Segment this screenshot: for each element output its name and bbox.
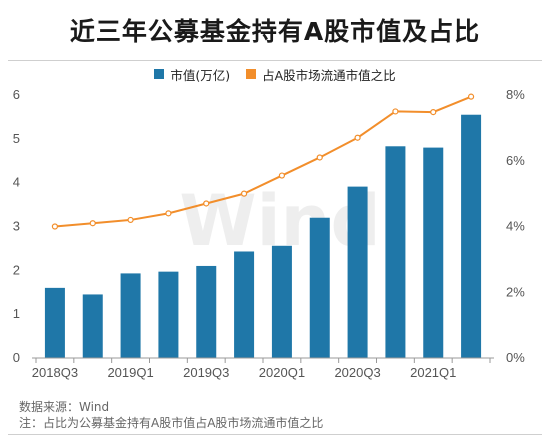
y-left-tick-label: 6: [13, 87, 20, 102]
line-point: [467, 93, 475, 100]
line-point: [240, 190, 248, 197]
bar: [423, 147, 444, 358]
legend-swatch-line: [246, 69, 257, 79]
y-left-tick-label: 4: [13, 175, 20, 190]
bar: [158, 271, 179, 358]
y-left-tick-label: 5: [13, 131, 20, 146]
y-right-tick-label: 6%: [506, 153, 525, 168]
footnote: 注：占比为公募基金持有A股市值占A股市场流通市值之比: [19, 416, 324, 430]
y-left-tick-label: 1: [13, 306, 20, 321]
x-tick-label: 2018Q3: [32, 365, 78, 380]
bar: [120, 273, 141, 358]
bar: [347, 186, 368, 358]
bar: [82, 294, 103, 358]
y-left-tick-label: 3: [13, 219, 20, 234]
bar: [44, 287, 65, 358]
y-right-tick-label: 4%: [506, 219, 525, 234]
legend-swatch-bar: [154, 69, 165, 79]
legend: 市值(万亿) 占A股市场流通市值之比: [0, 64, 550, 84]
chart-title: 近三年公募基金持有A股市值及占比: [69, 17, 481, 46]
line-point: [89, 220, 96, 227]
legend-label-line: 占A股市场流通市值之比: [262, 67, 396, 83]
bottom-divider: [8, 434, 542, 435]
x-tick-label: 2020Q3: [334, 365, 380, 380]
bar: [309, 217, 330, 358]
y-right-tick-label: 0%: [506, 350, 525, 365]
line-point: [430, 108, 437, 116]
line-point: [278, 172, 286, 179]
line-point: [127, 216, 134, 224]
title-divider: [8, 60, 542, 61]
legend-item-line: 占A股市场流通市值之比: [246, 65, 396, 84]
line-point: [316, 154, 323, 161]
bar: [234, 251, 255, 358]
bar: [271, 245, 292, 358]
y-right-tick-label: 8%: [506, 87, 525, 102]
bar: [385, 146, 406, 358]
x-tick-label: 2019Q1: [107, 365, 153, 380]
line-point: [203, 200, 210, 207]
x-tick-label: 2021Q1: [410, 365, 456, 380]
legend-item-bar: 市值(万亿): [154, 65, 230, 84]
line-series: [54, 95, 472, 228]
y-left-tick-label: 0: [13, 350, 20, 365]
legend-label-bar: 市值(万亿): [170, 67, 231, 83]
line-point: [51, 223, 59, 230]
x-tick-label: 2020Q1: [259, 365, 305, 380]
bar: [196, 265, 217, 358]
y-right-tick-label: 2%: [506, 284, 525, 299]
x-tick-label: 2019Q3: [183, 365, 229, 380]
bar: [461, 114, 482, 358]
line-point: [354, 134, 361, 141]
line-point: [165, 210, 172, 217]
source-note: 数据来源：Wind: [19, 400, 110, 414]
line-point: [392, 108, 399, 115]
y-left-tick-label: 2: [13, 262, 20, 277]
